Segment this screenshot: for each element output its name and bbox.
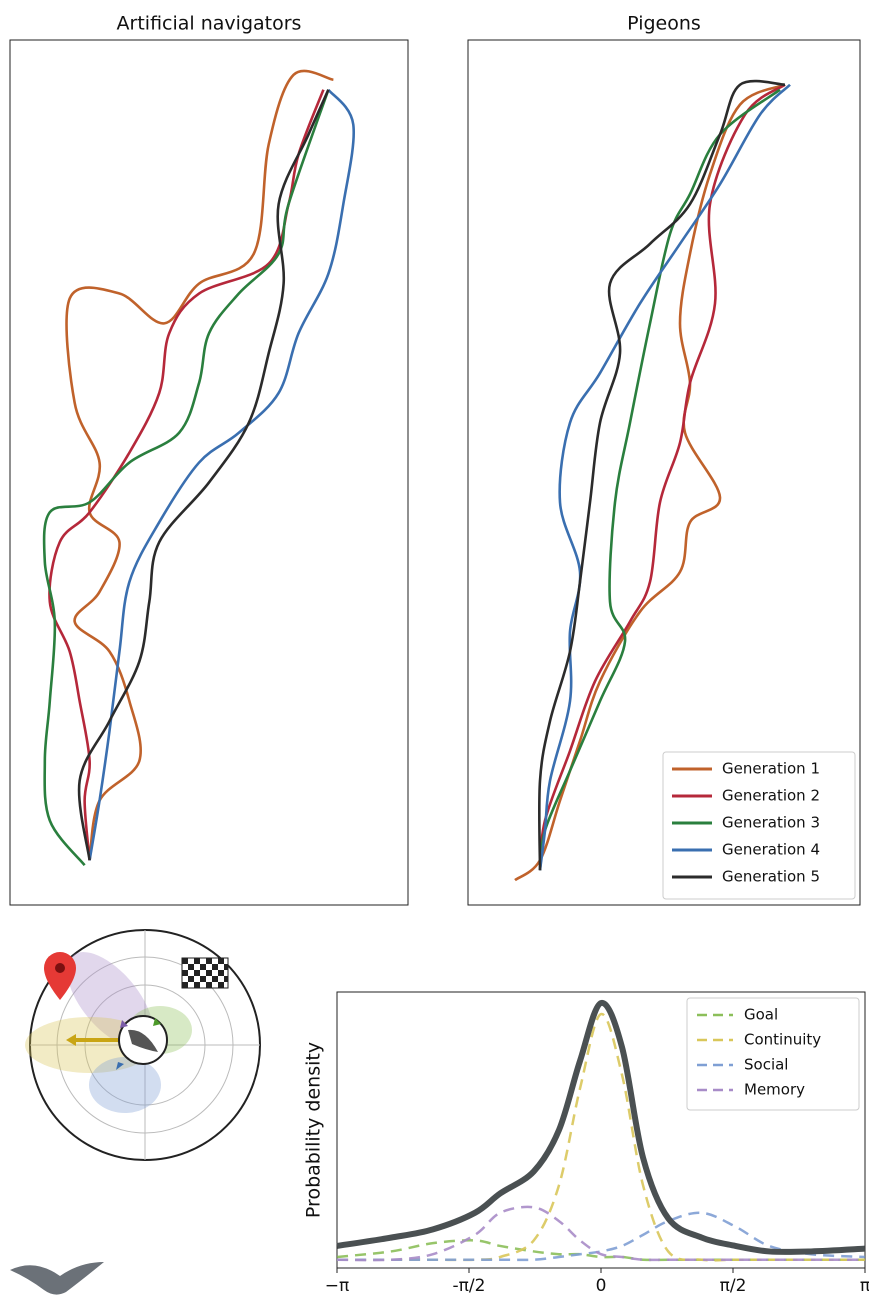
- legend-label: Continuity: [744, 1031, 821, 1049]
- legend-label: Social: [744, 1056, 788, 1074]
- trajectory: [42, 89, 330, 867]
- x-tick-label: 0: [596, 1276, 607, 1296]
- agent-bird: [128, 1029, 158, 1052]
- pigeon-icon: [10, 1262, 104, 1295]
- trajectory: [538, 88, 781, 871]
- x-tick-label: −π: [325, 1276, 349, 1296]
- component-curve: [337, 1211, 865, 1262]
- arrow-head: [66, 1034, 76, 1046]
- legend-label: Generation 3: [722, 814, 820, 832]
- legend-label: Generation 1: [722, 760, 820, 778]
- panel-title: Pigeons: [627, 13, 701, 35]
- memory-arrow: [120, 1020, 128, 1028]
- legend-label: Memory: [744, 1081, 805, 1099]
- trajectory: [538, 83, 791, 871]
- polar-diagram: [10, 929, 261, 1295]
- goal-arrow: [153, 1018, 161, 1026]
- plot-frame: [9, 39, 409, 906]
- x-tick-label: π: [860, 1276, 869, 1296]
- trajectory: [537, 79, 786, 871]
- total-curve: [336, 1000, 866, 1255]
- legend-label: Generation 4: [722, 841, 820, 859]
- legend-label: Goal: [744, 1006, 778, 1024]
- panel-title: Artificial navigators: [117, 13, 302, 35]
- legend-box: [662, 751, 856, 900]
- legend-label: Generation 2: [722, 787, 820, 805]
- checkered-flag: [181, 957, 229, 989]
- trajectory: [65, 69, 334, 861]
- component-curve: [337, 1205, 865, 1262]
- y-axis-label: Probability density: [303, 1042, 325, 1218]
- trajectory: [538, 83, 786, 871]
- map-pin: [44, 952, 76, 1000]
- flag-checks: [182, 958, 228, 988]
- x-tick-label: π/2: [720, 1276, 747, 1296]
- plot-frame: [467, 39, 861, 906]
- legend-box: [686, 997, 860, 1111]
- trajectory: [88, 88, 356, 861]
- pin-dot: [55, 963, 65, 973]
- social-lobe: [89, 1057, 161, 1113]
- x-tick-label: -π/2: [453, 1276, 486, 1296]
- social-arrow: [116, 1062, 124, 1070]
- trajectory: [48, 89, 325, 861]
- trajectory: [77, 89, 330, 861]
- legend-label: Generation 5: [722, 868, 820, 886]
